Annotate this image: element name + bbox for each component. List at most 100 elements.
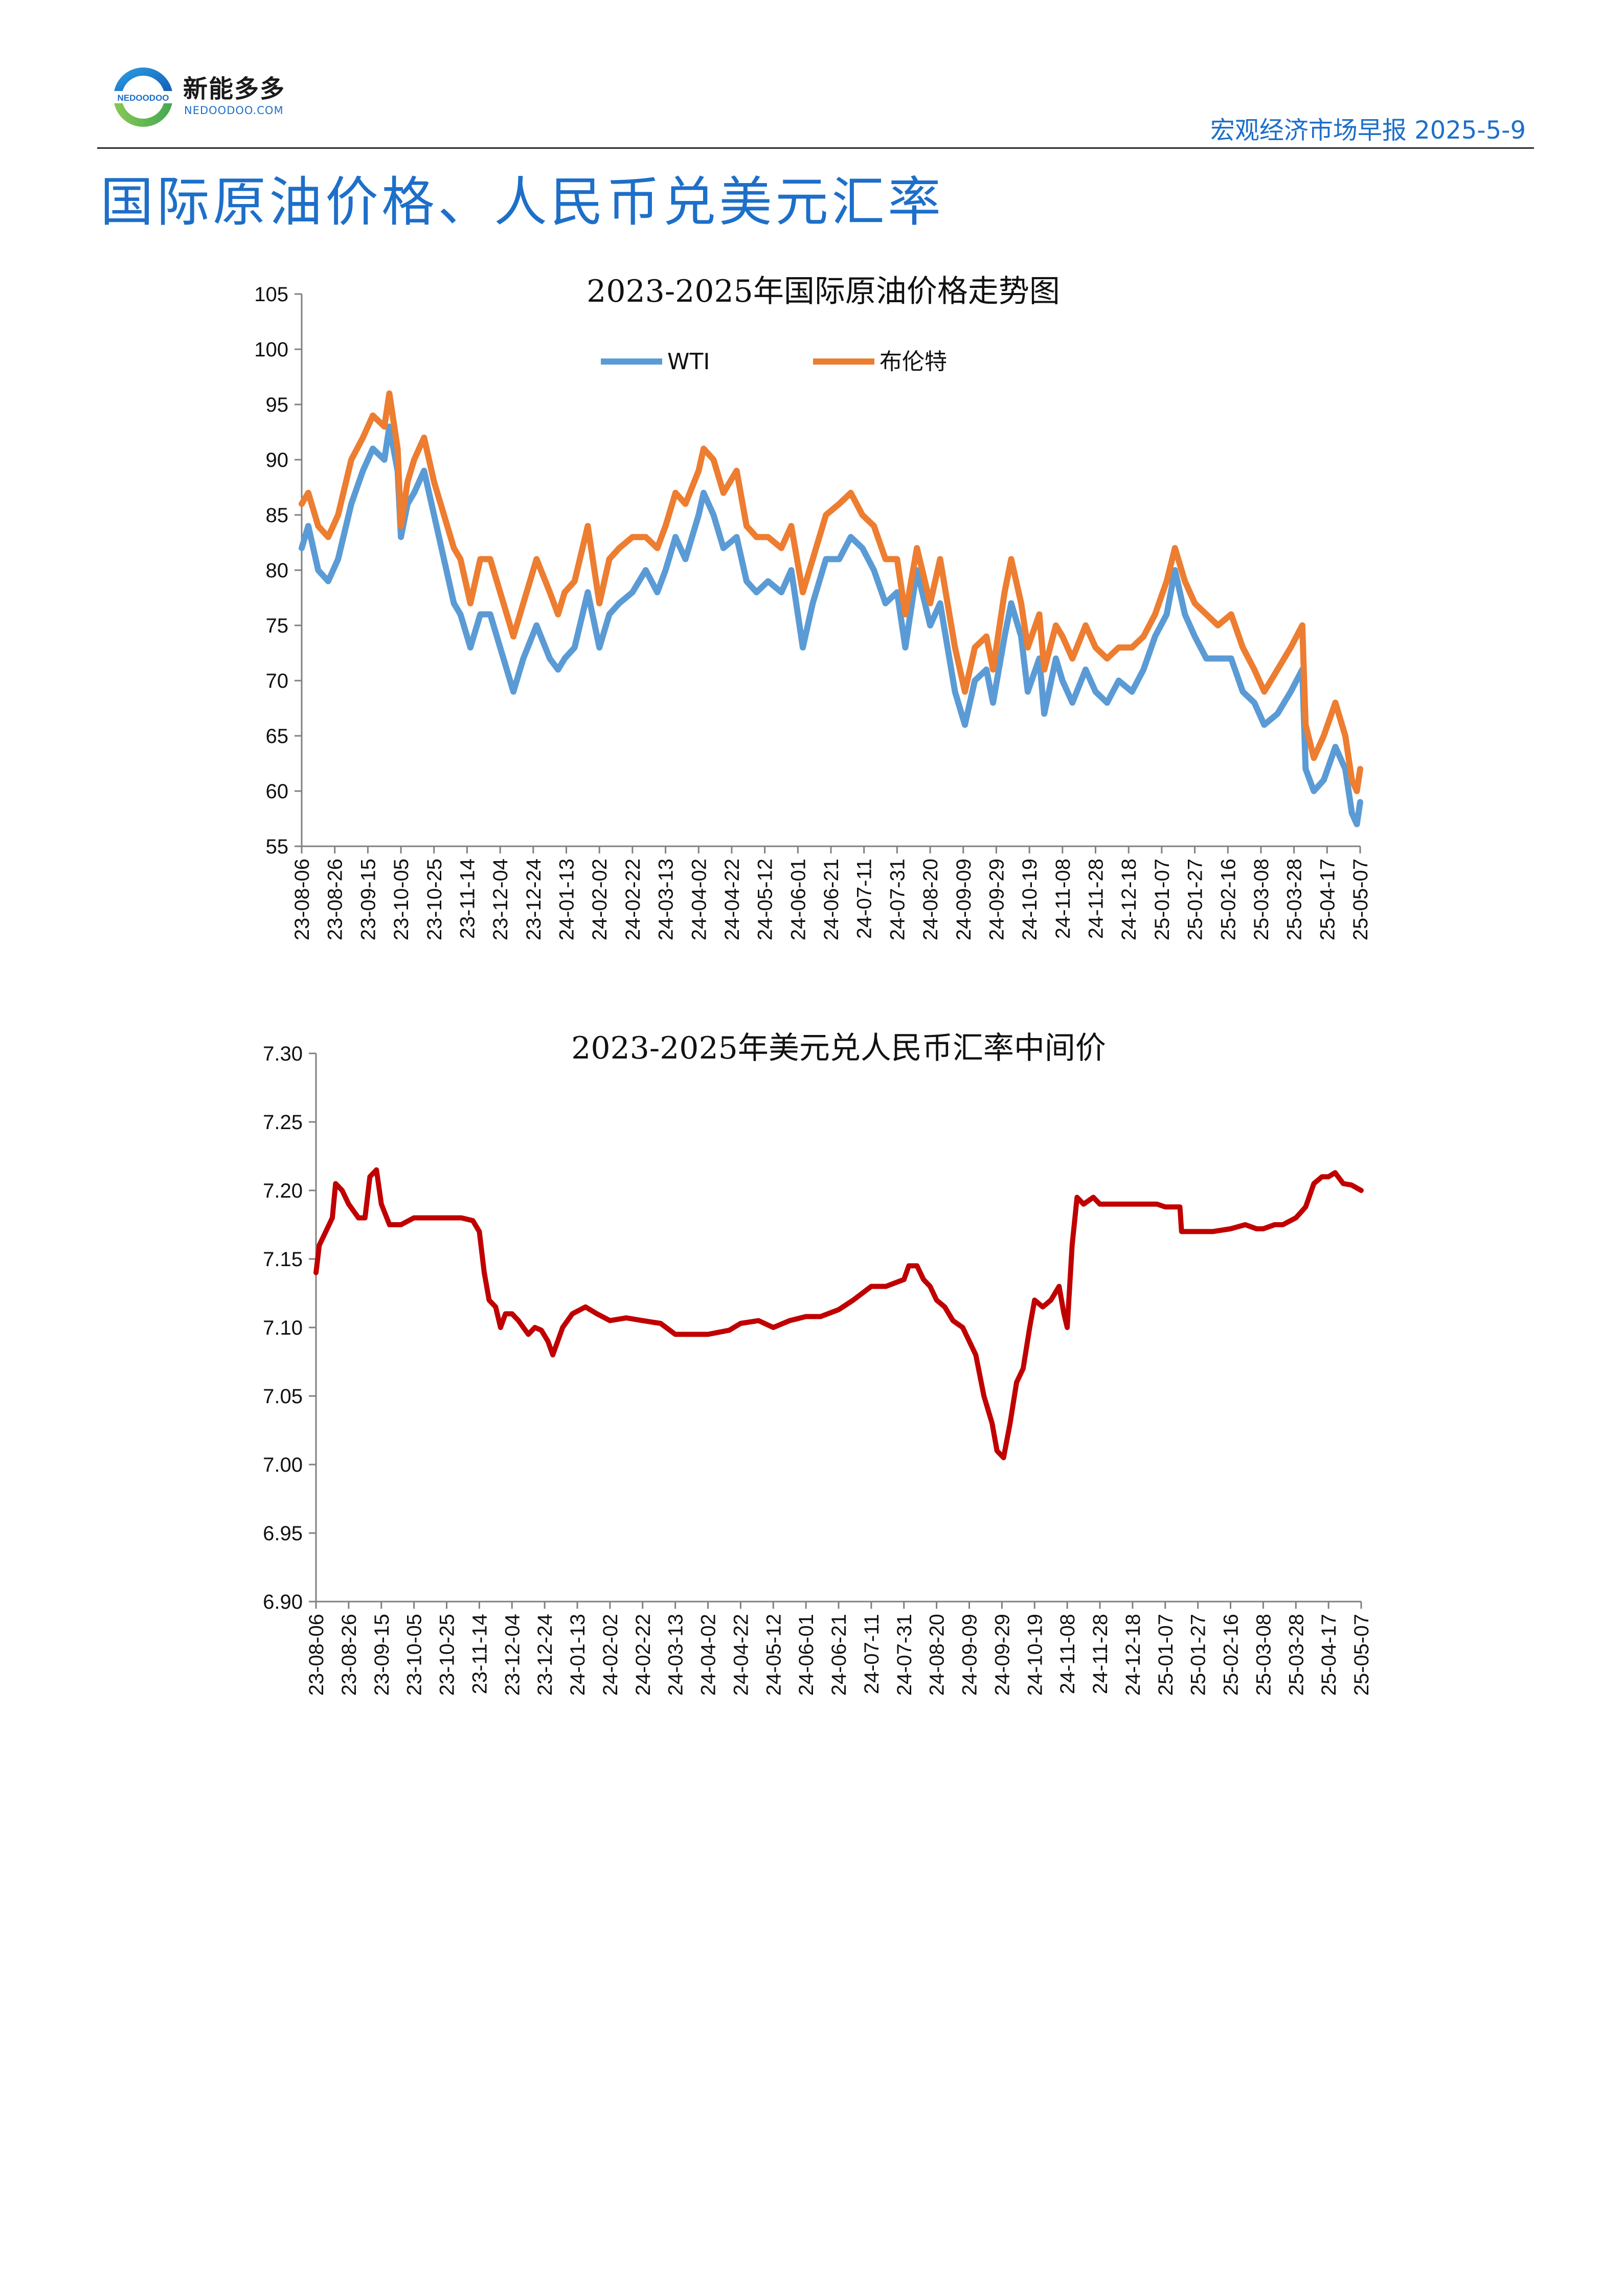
- fx-x-tick-label: 24-06-01: [795, 1614, 818, 1696]
- fx-x-tick-label: 24-09-09: [959, 1614, 981, 1696]
- oil-y-tick-label: 80: [266, 559, 289, 582]
- oil-x-tick-label: 24-07-11: [853, 859, 876, 939]
- logo-name: 新能多多: [183, 75, 286, 103]
- oil-price-chart: 2023-2025年国际原油价格走势图 WTI 布伦特 55 60 65 70 75 80…: [254, 274, 1372, 940]
- oil-x-tick-label: 24-05-12: [754, 859, 777, 940]
- fx-x-tick-label: 23-12-24: [534, 1614, 556, 1696]
- fx-x-tick-label: 24-07-11: [861, 1614, 883, 1694]
- page-title: 国际原油价格、人民币兑美元汇率: [100, 171, 944, 233]
- fx-x-tick-label: 23-08-26: [338, 1614, 360, 1696]
- fx-x-tick-label: 25-05-07: [1350, 1614, 1373, 1696]
- oil-x-tick-label: 24-04-02: [688, 859, 710, 940]
- oil-y-tick-label: 85: [266, 504, 289, 527]
- fx-x-tick-label: 24-07-31: [893, 1614, 916, 1696]
- fx-x-tick-label: 24-10-19: [1024, 1614, 1046, 1696]
- oil-x-tick-label: 25-05-07: [1349, 859, 1372, 940]
- oil-chart-legend: WTI 布伦特: [601, 349, 947, 375]
- fx-x-tick-label: 25-01-07: [1155, 1614, 1177, 1696]
- fx-x-tick-label: 24-02-02: [599, 1614, 622, 1696]
- fx-rate-chart: 2023-2025年美元兑人民币汇率中间价 6.90 6.95 7.00 7.05 7.…: [263, 1030, 1373, 1696]
- oil-y-tick-label: 65: [266, 725, 289, 748]
- fx-x-tick-label: 24-03-13: [665, 1614, 687, 1696]
- fx-chart-lines: [313, 1167, 1364, 1460]
- oil-x-tick-label: 25-03-28: [1283, 859, 1306, 940]
- oil-x-tick-label: 24-11-08: [1052, 859, 1074, 939]
- logo-domain: NEDOODOO.COM: [184, 104, 284, 117]
- oil-x-tick-label: 24-02-22: [622, 859, 644, 940]
- oil-x-tick-label: 24-06-21: [820, 859, 843, 940]
- legend-wti-label: WTI: [667, 349, 710, 375]
- oil-x-tick-label: 24-12-18: [1118, 859, 1140, 940]
- fx-series-usdcny-line: [313, 1167, 1364, 1460]
- oil-x-tick-label: 23-08-26: [324, 859, 347, 940]
- fx-y-tick-label: 7.30: [263, 1043, 303, 1065]
- fx-y-tick-label: 7.10: [263, 1317, 303, 1339]
- oil-x-tick-label: 24-09-29: [985, 859, 1008, 940]
- logo-globe-icon: NEDOODOO: [109, 67, 177, 127]
- header-divider: [97, 147, 1534, 149]
- oil-x-tick-label: 23-12-24: [523, 859, 545, 940]
- oil-x-tick-label: 24-09-09: [953, 859, 975, 940]
- fx-y-tick-label: 7.00: [263, 1454, 303, 1476]
- oil-x-tick-label: 25-01-07: [1151, 859, 1174, 940]
- fx-x-tick-label: 23-10-05: [403, 1614, 426, 1696]
- fx-y-tick-label: 7.25: [263, 1111, 303, 1134]
- oil-x-tick-label: 23-10-05: [390, 859, 413, 940]
- oil-x-tick-label: 24-02-02: [589, 859, 611, 940]
- fx-x-tick-label: 23-11-14: [468, 1614, 491, 1694]
- oil-x-tick-label: 23-12-04: [489, 859, 512, 940]
- fx-y-tick-label: 7.15: [263, 1248, 303, 1271]
- fx-y-tick-label: 7.05: [263, 1385, 303, 1408]
- oil-x-tick-label: 23-11-14: [456, 859, 479, 939]
- fx-x-tick-label: 23-10-25: [436, 1614, 459, 1696]
- oil-y-tick-label: 105: [254, 283, 288, 306]
- oil-x-tick-label: 24-03-13: [655, 859, 678, 940]
- fx-chart-axes: 6.90 6.95 7.00 7.05 7.10 7.15 7.20 7.25 7.30 23-0…: [263, 1043, 1373, 1696]
- fx-x-tick-label: 24-09-29: [991, 1614, 1013, 1696]
- fx-x-tick-label: 24-01-13: [567, 1614, 589, 1696]
- oil-series-brent-line: [299, 390, 1363, 794]
- fx-y-tick-label: 7.20: [263, 1180, 303, 1202]
- oil-y-tick-label: 60: [266, 780, 289, 803]
- fx-x-tick-label: 25-03-28: [1285, 1614, 1308, 1696]
- fx-x-tick-label: 25-02-16: [1220, 1614, 1243, 1696]
- oil-x-tick-label: 25-04-17: [1316, 859, 1339, 940]
- brand-logo: NEDOODOO 新能多多 NEDOODOO.COM: [107, 61, 322, 133]
- fx-x-tick-label: 24-02-22: [632, 1614, 655, 1696]
- fx-x-tick-label: 25-01-27: [1187, 1614, 1210, 1696]
- oil-x-tick-label: 24-10-19: [1019, 859, 1041, 940]
- oil-x-tick-label: 25-03-08: [1250, 859, 1273, 940]
- oil-chart-title: 2023-2025年国际原油价格走势图: [587, 274, 1060, 309]
- fx-y-tick-label: 6.90: [263, 1591, 303, 1613]
- legend-brent-label: 布伦特: [880, 349, 947, 375]
- oil-y-tick-label: 100: [254, 339, 288, 361]
- oil-x-tick-label: 23-10-25: [423, 859, 446, 940]
- fx-x-tick-label: 24-11-08: [1056, 1614, 1079, 1694]
- oil-y-tick-label: 90: [266, 449, 289, 471]
- fx-x-tick-label: 24-08-20: [926, 1614, 949, 1696]
- oil-chart-lines: [299, 390, 1363, 827]
- fx-x-tick-label: 23-12-04: [501, 1614, 524, 1696]
- oil-y-tick-label: 70: [266, 670, 289, 692]
- oil-chart-axes: 55 60 65 70 75 80 85 90 95 100 105 23-08-06 23-08-26…: [254, 283, 1372, 940]
- oil-series-wti-line: [299, 423, 1363, 827]
- fx-x-tick-label: 23-08-06: [305, 1614, 328, 1696]
- oil-y-tick-label: 75: [266, 615, 289, 637]
- fx-x-tick-label: 24-11-28: [1089, 1614, 1112, 1694]
- fx-x-tick-label: 23-09-15: [371, 1614, 393, 1696]
- report-tag: 宏观经济市场早报 2025-5-9: [1210, 116, 1526, 145]
- fx-x-tick-label: 24-04-22: [730, 1614, 752, 1696]
- fx-x-tick-label: 25-04-17: [1318, 1614, 1340, 1696]
- oil-x-tick-label: 24-01-13: [556, 859, 578, 940]
- fx-x-tick-label: 24-06-21: [828, 1614, 850, 1696]
- oil-x-tick-label: 25-01-27: [1184, 859, 1207, 940]
- oil-x-tick-label: 24-08-20: [919, 859, 942, 940]
- oil-x-tick-label: 25-02-16: [1217, 859, 1239, 940]
- fx-x-tick-label: 24-05-12: [762, 1614, 785, 1696]
- fx-x-tick-label: 24-04-02: [697, 1614, 720, 1696]
- fx-y-tick-label: 6.95: [263, 1522, 303, 1545]
- oil-x-tick-label: 23-08-06: [291, 859, 313, 940]
- oil-y-tick-label: 95: [266, 394, 289, 416]
- oil-x-tick-label: 24-11-28: [1085, 859, 1108, 939]
- oil-x-tick-label: 23-09-15: [357, 859, 379, 940]
